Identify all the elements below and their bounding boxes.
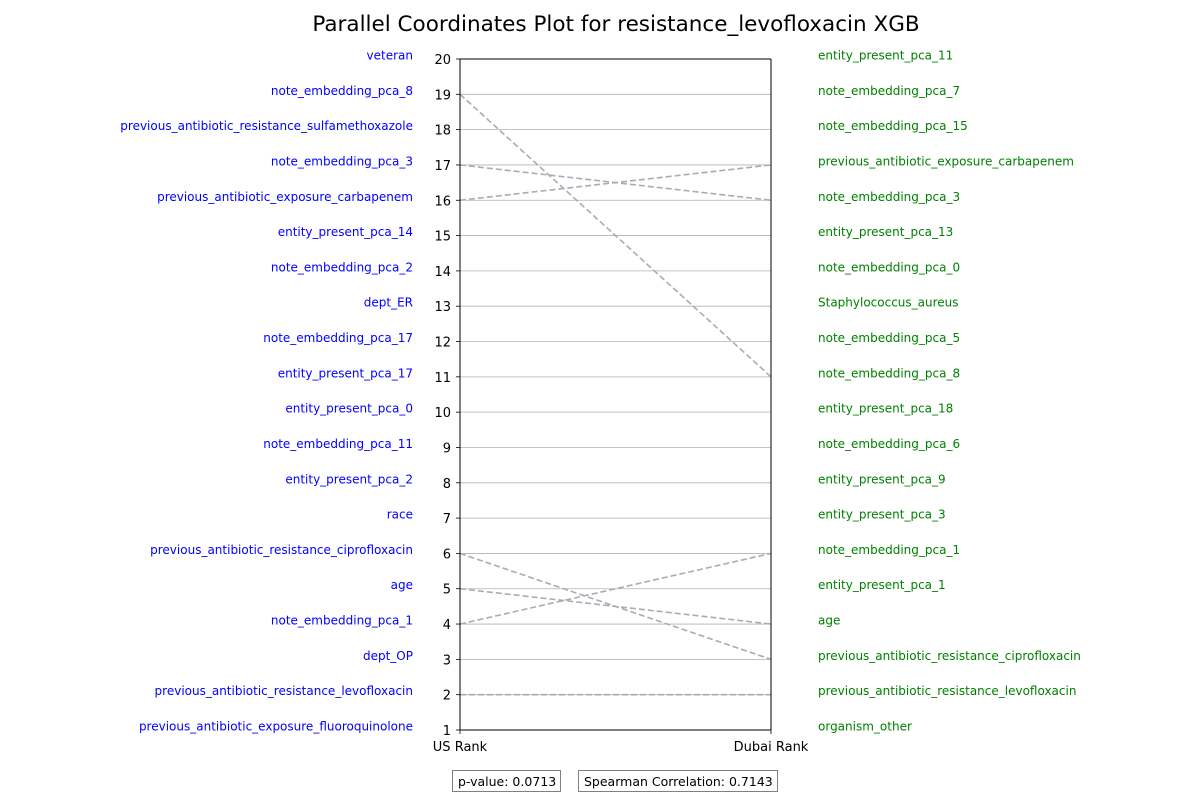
axis-label-us-rank: US Rank xyxy=(433,740,488,755)
y-tick-label: 14 xyxy=(434,265,451,280)
connection-line xyxy=(459,552,772,625)
dubai-feature-label: note_embedding_pca_1 xyxy=(818,543,960,557)
us-feature-label: previous_antibiotic_resistance_levofloxa… xyxy=(155,684,413,698)
us-feature-label: veteran xyxy=(367,49,413,63)
y-tick-label: 7 xyxy=(443,512,451,527)
dubai-feature-label: entity_present_pca_11 xyxy=(818,49,953,63)
y-tick-label: 10 xyxy=(434,406,451,421)
y-tick-label: 11 xyxy=(434,371,451,386)
connection-line xyxy=(459,93,772,378)
chart-title: Parallel Coordinates Plot for resistance… xyxy=(312,12,919,37)
us-feature-label: entity_present_pca_2 xyxy=(285,472,413,486)
y-tick-label: 2 xyxy=(443,689,451,704)
dubai-feature-label: entity_present_pca_9 xyxy=(818,472,946,486)
dubai-feature-label: note_embedding_pca_5 xyxy=(818,331,960,345)
y-tick-label: 3 xyxy=(443,653,451,668)
y-tick-label: 9 xyxy=(443,441,451,456)
axis-label-dubai-rank: Dubai Rank xyxy=(734,740,809,755)
connection-lines xyxy=(459,93,772,696)
y-tick-label: 4 xyxy=(443,618,451,633)
dubai-feature-label: entity_present_pca_1 xyxy=(818,578,946,592)
dubai-feature-labels: entity_present_pca_11 note_embedding_pca_… xyxy=(818,49,1081,734)
dubai-feature-label: note_embedding_pca_7 xyxy=(818,84,960,98)
y-tick-label: 18 xyxy=(434,124,451,139)
dubai-feature-label: entity_present_pca_13 xyxy=(818,225,953,239)
dubai-feature-label: organism_other xyxy=(818,720,912,734)
us-feature-label: entity_present_pca_14 xyxy=(278,225,413,239)
us-feature-label: previous_antibiotic_exposure_fluoroquino… xyxy=(139,720,413,734)
dubai-feature-label: note_embedding_pca_0 xyxy=(818,260,960,274)
spearman-correlation-box: Spearman Correlation: 0.7143 xyxy=(578,770,778,792)
y-tick-label: 5 xyxy=(443,583,451,598)
us-feature-label: age xyxy=(391,578,413,592)
us-feature-label: dept_ER xyxy=(364,296,413,310)
us-feature-label: note_embedding_pca_3 xyxy=(271,154,413,168)
dubai-feature-label: previous_antibiotic_exposure_carbapenem xyxy=(818,154,1074,168)
y-tick-label: 20 xyxy=(434,53,451,68)
us-feature-label: previous_antibiotic_resistance_sulfameth… xyxy=(120,119,413,133)
us-feature-label: note_embedding_pca_17 xyxy=(263,331,413,345)
p-value-box: p-value: 0.0713 xyxy=(452,770,561,792)
y-tick-label: 8 xyxy=(443,477,451,492)
dubai-feature-label: entity_present_pca_18 xyxy=(818,402,953,416)
y-tick-label: 13 xyxy=(434,300,451,315)
y-tick-label: 15 xyxy=(434,230,451,245)
dubai-feature-label: note_embedding_pca_6 xyxy=(818,437,960,451)
y-tick-label: 6 xyxy=(443,547,451,562)
dubai-feature-label: note_embedding_pca_3 xyxy=(818,190,960,204)
plot-frame xyxy=(459,58,772,734)
dubai-feature-label: note_embedding_pca_8 xyxy=(818,366,960,380)
us-feature-label: note_embedding_pca_1 xyxy=(271,614,413,628)
us-feature-label: entity_present_pca_17 xyxy=(278,366,413,380)
us-feature-label: previous_antibiotic_resistance_ciproflox… xyxy=(150,543,413,557)
dubai-feature-label: note_embedding_pca_15 xyxy=(818,119,968,133)
us-feature-label: note_embedding_pca_11 xyxy=(263,437,413,451)
dubai-feature-label: Staphylococcus_aureus xyxy=(818,296,959,310)
us-feature-labels: veteran note_embedding_pca_8 previous_anti… xyxy=(120,49,413,734)
us-feature-label: dept_OP xyxy=(363,649,413,663)
us-feature-label: previous_antibiotic_exposure_carbapenem xyxy=(157,190,413,204)
us-feature-label: entity_present_pca_0 xyxy=(285,402,413,416)
us-feature-label: note_embedding_pca_2 xyxy=(271,260,413,274)
y-tick-label: 12 xyxy=(434,336,451,351)
us-feature-label: note_embedding_pca_8 xyxy=(271,84,413,98)
y-tick-label: 19 xyxy=(434,88,451,103)
connection-line xyxy=(459,587,772,625)
y-tick-label: 16 xyxy=(434,194,451,209)
y-tick-label: 17 xyxy=(434,159,451,174)
connection-line xyxy=(459,164,772,202)
dubai-feature-label: previous_antibiotic_resistance_ciproflox… xyxy=(818,649,1081,663)
grid-lines xyxy=(460,58,771,731)
dubai-feature-label: entity_present_pca_3 xyxy=(818,508,946,522)
y-tick-label: 1 xyxy=(443,724,451,739)
dubai-feature-label: previous_antibiotic_resistance_levofloxa… xyxy=(818,684,1076,698)
dubai-feature-label: age xyxy=(818,614,840,628)
us-feature-label: race xyxy=(387,508,413,522)
